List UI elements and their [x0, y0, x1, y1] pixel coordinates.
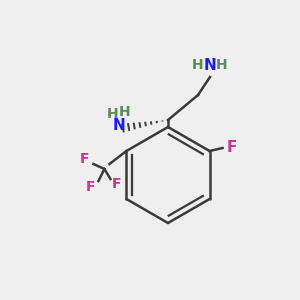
- Text: H: H: [216, 58, 228, 72]
- Text: H: H: [119, 105, 131, 119]
- Text: F: F: [226, 140, 237, 155]
- Text: F: F: [112, 177, 121, 191]
- Text: H: H: [192, 58, 204, 72]
- Text: N: N: [204, 58, 216, 73]
- Text: H: H: [107, 107, 119, 121]
- Text: F: F: [86, 180, 95, 194]
- Text: F: F: [80, 152, 89, 166]
- Text: N: N: [112, 118, 125, 134]
